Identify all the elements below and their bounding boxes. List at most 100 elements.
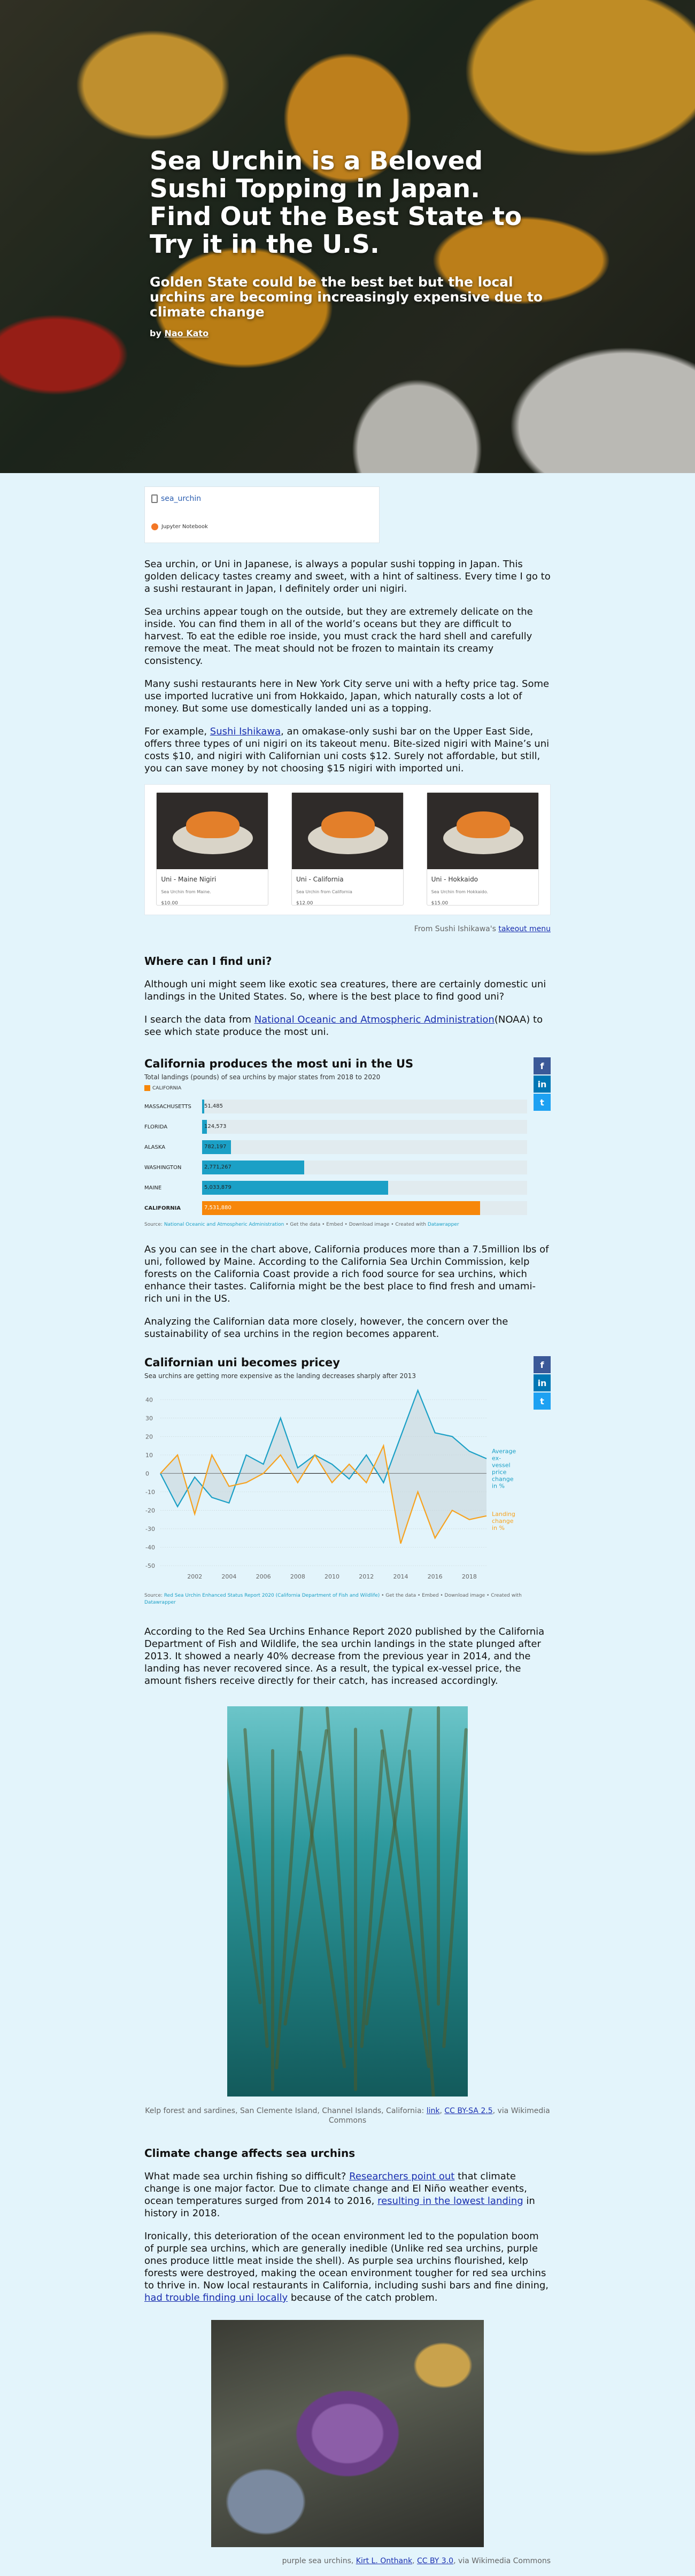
takeout-menu-image: Uni - Maine Nigiri Sea Urchin from Maine… bbox=[144, 784, 551, 915]
menu-item-name: Uni - California bbox=[296, 876, 344, 883]
price-series-label: vessel bbox=[492, 1462, 511, 1469]
source-credit: • Created with bbox=[389, 1222, 428, 1227]
line-chart-source: Source: Red Sea Urchin Enhanced Status R… bbox=[144, 1592, 551, 1606]
researchers-link[interactable]: Researchers point out bbox=[349, 2171, 455, 2182]
kelp-source-link[interactable]: link bbox=[426, 2107, 440, 2115]
legend-label: CALIFORNIA bbox=[152, 1085, 182, 1091]
kelp-caption-text: Kelp forest and sardines, San Clemente I… bbox=[145, 2107, 427, 2115]
source-tail: • Get the data • Embed • Download image … bbox=[380, 1593, 522, 1598]
where-p2-pre: I search the data from bbox=[144, 1014, 254, 1025]
line-chart-title: Californian uni becomes pricey bbox=[144, 1356, 340, 1369]
bar-track: 51,485 bbox=[202, 1100, 527, 1113]
y-tick-label: 0 bbox=[145, 1470, 149, 1477]
where-paragraph-2: I search the data from National Oceanic … bbox=[144, 1014, 551, 1038]
twitter-share-icon[interactable]: t bbox=[534, 1393, 551, 1410]
x-tick-label: 2010 bbox=[325, 1573, 339, 1580]
bar-track: 5,033,879 bbox=[202, 1181, 527, 1195]
urchin-caption-sep: , bbox=[412, 2557, 417, 2565]
price-series-label: change bbox=[492, 1476, 514, 1483]
after-bar-paragraph-1: As you can see in the chart above, Calif… bbox=[144, 1244, 549, 1304]
intro-paragraph-3: Many sushi restaurants here in New York … bbox=[144, 678, 550, 714]
bar-value-label: 5,033,879 bbox=[204, 1185, 231, 1190]
notebook-name[interactable]: sea_urchin bbox=[161, 494, 202, 503]
noaa-link[interactable]: National Oceanic and Atmospheric Adminis… bbox=[254, 1014, 495, 1025]
menu-item-price: $10.00 bbox=[161, 901, 178, 906]
climate-p1-post: in history in 2018. bbox=[144, 2195, 535, 2219]
bar bbox=[202, 1201, 481, 1215]
linkedin-share-icon[interactable]: in bbox=[534, 1374, 551, 1391]
jupyter-logo-icon bbox=[151, 523, 158, 530]
bar-track: 782,197 bbox=[202, 1140, 527, 1154]
article-title: Sea Urchin is a Beloved Sushi Topping in… bbox=[150, 146, 522, 259]
menu-item-name: Uni - Maine Nigiri bbox=[161, 876, 217, 883]
menu-photo bbox=[157, 793, 268, 869]
facebook-share-icon[interactable]: f bbox=[534, 1356, 551, 1373]
price-series-label: ex- bbox=[492, 1455, 501, 1462]
lowest-landing-link[interactable]: resulting in the lowest landing bbox=[377, 2195, 523, 2207]
y-tick-label: 10 bbox=[145, 1452, 153, 1459]
bar-rows: MASSACHUSETTS 51,485 FLORIDA 124,573 ALASKA 7… bbox=[144, 1099, 551, 1216]
purple-sea-urchin-photo bbox=[211, 2320, 484, 2547]
y-tick-label: -50 bbox=[145, 1562, 155, 1569]
y-tick-label: -10 bbox=[145, 1489, 155, 1496]
bar-value-label: 782,197 bbox=[204, 1144, 227, 1150]
author-link[interactable]: Nao Kato bbox=[164, 328, 209, 338]
x-tick-label: 2006 bbox=[256, 1573, 271, 1580]
y-tick-label: -40 bbox=[145, 1544, 155, 1551]
landing-series-label: Landing bbox=[492, 1511, 515, 1518]
hero-text: Sea Urchin is a Beloved Sushi Topping in… bbox=[150, 146, 545, 339]
y-tick-label: -20 bbox=[145, 1507, 155, 1514]
x-tick-label: 2004 bbox=[221, 1573, 236, 1580]
notebook-embed[interactable]: sea_urchin Jupyter Notebook bbox=[144, 486, 380, 543]
urchin-author-link[interactable]: Kirt L. Onthank bbox=[356, 2557, 413, 2565]
byline: by Nao Kato bbox=[150, 328, 545, 338]
after-line-paragraph: According to the Red Sea Urchins Enhance… bbox=[144, 1626, 545, 1687]
line-chart-subtitle: Sea urchins are getting more expensive a… bbox=[144, 1372, 416, 1380]
urchin-license-link[interactable]: CC BY 3.0 bbox=[416, 2557, 454, 2565]
bar-track: 2,771,267 bbox=[202, 1161, 527, 1174]
kelp-strand bbox=[442, 1728, 468, 2048]
kelp-license-link[interactable]: CC BY-SA 2.5 bbox=[444, 2107, 493, 2115]
section-heading-where: Where can I find uni? bbox=[144, 955, 272, 968]
legend-swatch bbox=[144, 1085, 150, 1091]
source-link[interactable]: Red Sea Urchin Enhanced Status Report 20… bbox=[164, 1593, 380, 1598]
menu-item-price: $12.00 bbox=[296, 901, 313, 906]
bar-chart-legend: CALIFORNIA bbox=[144, 1085, 551, 1091]
trouble-finding-uni-link[interactable]: had trouble finding uni locally bbox=[144, 2292, 288, 2303]
bar-row: MASSACHUSETTS 51,485 bbox=[144, 1099, 551, 1115]
x-tick-label: 2002 bbox=[187, 1573, 202, 1580]
bar-row: WASHINGTON 2,771,267 bbox=[144, 1159, 551, 1175]
source-tail: • Get the data • Embed • Download image bbox=[284, 1222, 390, 1227]
menu-caption-text: From Sushi Ishikawa's bbox=[414, 925, 499, 933]
bar-chart-title: California produces the most uni in the … bbox=[144, 1057, 414, 1070]
bar-row: ALASKA 782,197 bbox=[144, 1139, 551, 1155]
datawrapper-link[interactable]: Datawrapper bbox=[144, 1600, 176, 1605]
kelp-caption-sep: , bbox=[439, 2107, 445, 2115]
linkedin-share-icon[interactable]: in bbox=[534, 1076, 551, 1093]
menu-item-price: $15.00 bbox=[431, 901, 449, 906]
source-link[interactable]: National Oceanic and Atmospheric Adminis… bbox=[164, 1222, 284, 1227]
urchin-photo-caption: purple sea urchins, Kirt L. Onthank, CC … bbox=[144, 2557, 551, 2576]
facebook-share-icon[interactable]: f bbox=[534, 1057, 551, 1074]
kelp-strand bbox=[360, 1749, 384, 2048]
climate-p2-post: because of the catch problem. bbox=[288, 2292, 438, 2303]
intro-paragraph-1: Sea urchin, or Uni in Japanese, is alway… bbox=[144, 559, 551, 594]
twitter-share-icon[interactable]: t bbox=[534, 1094, 551, 1111]
notebook-footer-text: Jupyter Notebook bbox=[161, 524, 208, 530]
datawrapper-link[interactable]: Datawrapper bbox=[427, 1222, 459, 1227]
hero-banner: Sea Urchin is a Beloved Sushi Topping in… bbox=[0, 0, 695, 473]
bar bbox=[202, 1100, 204, 1113]
sushi-ishikawa-link[interactable]: Sushi Ishikawa bbox=[210, 726, 281, 737]
y-tick-label: 20 bbox=[145, 1433, 153, 1440]
menu-item-desc: Sea Urchin from Maine. bbox=[161, 889, 211, 894]
bar-category-label: FLORIDA bbox=[144, 1124, 168, 1130]
urchin-caption-text: purple sea urchins, bbox=[282, 2557, 356, 2565]
y-tick-label: -30 bbox=[145, 1526, 155, 1533]
bar-category-label: CALIFORNIA bbox=[144, 1205, 181, 1211]
climate-paragraph-2: Ironically, this deterioration of the oc… bbox=[144, 2230, 551, 2304]
bar-chart-subtitle: Total landings (pounds) of sea urchins b… bbox=[144, 1073, 381, 1081]
kelp-strand bbox=[275, 1706, 304, 2070]
takeout-menu-link[interactable]: takeout menu bbox=[498, 925, 551, 933]
bar-track: 7,531,880 bbox=[202, 1201, 527, 1215]
